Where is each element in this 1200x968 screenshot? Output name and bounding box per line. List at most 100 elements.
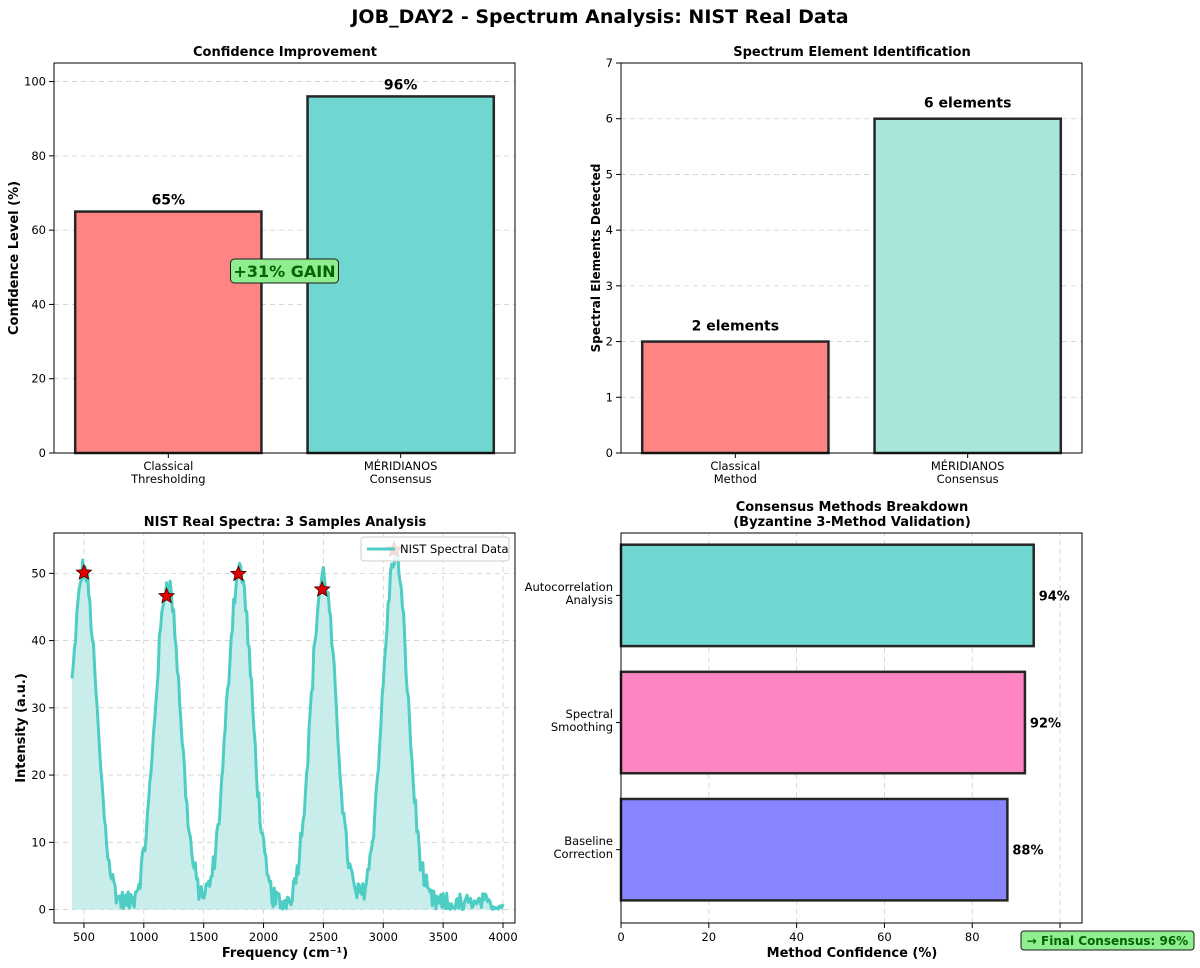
spectra-chart-title: NIST Real Spectra: 3 Samples Analysis bbox=[144, 515, 427, 530]
spectra-x-ticks: 500 1000 1500 2000 2500 3000 3500 4000 bbox=[73, 923, 518, 944]
methods-chart: Consensus Methods Breakdown (Byzantine 3… bbox=[525, 500, 1195, 961]
x-tick-label: Thresholding bbox=[130, 472, 205, 486]
elements-y-ticks: 0 1 2 3 4 5 6 7 bbox=[606, 56, 621, 460]
spectra-chart: NIST Real Spectra: 3 Samples Analysis 0 1… bbox=[14, 515, 518, 961]
elements-axes-frame bbox=[620, 62, 1083, 454]
y-tick-label: 1 bbox=[606, 390, 613, 404]
x-tick-label: 1000 bbox=[129, 930, 158, 944]
y-tick-label: 0 bbox=[606, 446, 613, 460]
y-tick-label: 100 bbox=[24, 75, 46, 89]
y-tick-label: 7 bbox=[606, 56, 613, 70]
x-tick-label: 4000 bbox=[488, 930, 517, 944]
x-tick-label: 1500 bbox=[189, 930, 218, 944]
spectra-axes-frame bbox=[53, 532, 516, 924]
y-tick-label: 2 bbox=[606, 335, 613, 349]
x-tick-label: MÉRIDIANOS bbox=[931, 458, 1005, 473]
method-bar bbox=[619, 670, 1027, 775]
bar-value-label: 65% bbox=[152, 193, 186, 209]
confidence-chart: Confidence Improvement 0 20 40 60 80 100 Clas… bbox=[7, 45, 516, 486]
y-tick-label: 80 bbox=[31, 149, 46, 163]
y-tick-label: 4 bbox=[606, 223, 613, 237]
spectrum-line bbox=[70, 551, 505, 911]
x-tick-label: Consensus bbox=[370, 472, 432, 486]
gain-annotation: +31% GAIN bbox=[230, 258, 339, 284]
spectrum-fill-area bbox=[72, 552, 503, 910]
bar bbox=[640, 340, 830, 455]
legend-label: NIST Spectral Data bbox=[400, 542, 509, 556]
peak-star-marker bbox=[313, 580, 331, 597]
elements-bars bbox=[640, 117, 1063, 455]
methods-chart-title-line1: Consensus Methods Breakdown bbox=[736, 500, 969, 515]
method-value-label: 94% bbox=[1039, 589, 1070, 604]
y-tick-label: 20 bbox=[31, 768, 46, 782]
x-tick-label: MÉRIDIANOS bbox=[364, 458, 438, 473]
y-tick-label: Analysis bbox=[566, 593, 613, 607]
method-value-label: 92% bbox=[1030, 717, 1061, 732]
x-tick-label: Classical bbox=[710, 459, 760, 473]
gain-annotation-text: +31% GAIN bbox=[233, 262, 335, 281]
x-tick-label: 0 bbox=[617, 930, 624, 944]
confidence-y-axis-label: Confidence Level (%) bbox=[7, 181, 22, 335]
x-tick-label: 3500 bbox=[429, 930, 458, 944]
methods-data-labels: 94% 92% 88% bbox=[1012, 589, 1069, 858]
elements-chart-title: Spectrum Element Identification bbox=[733, 45, 971, 60]
x-tick-label: 500 bbox=[73, 930, 95, 944]
y-tick-label: 3 bbox=[606, 279, 613, 293]
x-tick-label: 20 bbox=[701, 930, 716, 944]
y-tick-label: 20 bbox=[31, 372, 46, 386]
confidence-bars bbox=[73, 95, 496, 455]
methods-axes-frame bbox=[620, 532, 1083, 924]
x-tick-label: 60 bbox=[877, 930, 892, 944]
y-tick-label: 5 bbox=[606, 167, 613, 181]
y-tick-label: Autocorrelation bbox=[525, 580, 613, 594]
elements-chart: Spectrum Element Identification 0 1 2 3 4 5 6 7… bbox=[589, 45, 1083, 486]
peak-star-marker bbox=[229, 564, 247, 582]
y-tick-label: 0 bbox=[39, 446, 46, 460]
y-tick-label: 40 bbox=[31, 297, 46, 311]
y-tick-label: Spectral bbox=[566, 707, 613, 721]
x-tick-label: Method bbox=[714, 472, 757, 486]
y-tick-label: 6 bbox=[606, 112, 613, 126]
confidence-data-labels: 65% 96% bbox=[152, 77, 418, 208]
confidence-axes-frame bbox=[53, 62, 516, 454]
elements-data-labels: 2 elements 6 elements bbox=[692, 96, 1012, 335]
x-tick-label: 80 bbox=[965, 930, 980, 944]
final-consensus-text: → Final Consensus: 96% bbox=[1027, 934, 1188, 948]
peak-star-marker bbox=[75, 563, 93, 580]
bar-value-label: 6 elements bbox=[924, 96, 1011, 112]
spectra-y-axis-label: Intensity (a.u.) bbox=[14, 673, 29, 783]
y-tick-label: 30 bbox=[31, 701, 46, 715]
y-tick-label: Correction bbox=[554, 847, 614, 861]
spectra-x-axis-label: Frequency (cm⁻¹) bbox=[222, 946, 348, 961]
gain-annotation-box bbox=[230, 258, 339, 284]
y-tick-label: Smoothing bbox=[551, 720, 613, 734]
method-bar bbox=[619, 543, 1035, 648]
peak-star-marker bbox=[157, 587, 176, 604]
x-tick-label: 2000 bbox=[249, 930, 278, 944]
y-tick-label: 10 bbox=[31, 835, 46, 849]
elements-y-axis-label: Spectral Elements Detected bbox=[589, 164, 603, 353]
confidence-chart-title: Confidence Improvement bbox=[193, 45, 377, 60]
method-bar bbox=[619, 797, 1009, 902]
x-tick-label: 2500 bbox=[309, 930, 338, 944]
x-tick-label: Classical bbox=[143, 459, 193, 473]
legend-box bbox=[360, 536, 510, 562]
spectra-y-ticks: 0 10 20 30 40 50 bbox=[31, 566, 54, 917]
methods-chart-title-line2: (Byzantine 3-Method Validation) bbox=[733, 515, 971, 530]
x-tick-label: 3000 bbox=[369, 930, 398, 944]
bar bbox=[873, 117, 1063, 455]
methods-x-axis-label: Method Confidence (%) bbox=[767, 946, 938, 961]
y-tick-label: 40 bbox=[31, 634, 46, 648]
bar bbox=[73, 210, 263, 455]
y-tick-label: 0 bbox=[39, 903, 46, 917]
final-consensus-box bbox=[1020, 930, 1195, 951]
confidence-y-ticks: 0 20 40 60 80 100 bbox=[24, 75, 54, 460]
methods-bars bbox=[619, 543, 1035, 902]
bar-value-label: 96% bbox=[384, 77, 418, 93]
spectra-legend: NIST Spectral Data bbox=[360, 536, 510, 562]
bar-value-label: 2 elements bbox=[692, 319, 779, 335]
